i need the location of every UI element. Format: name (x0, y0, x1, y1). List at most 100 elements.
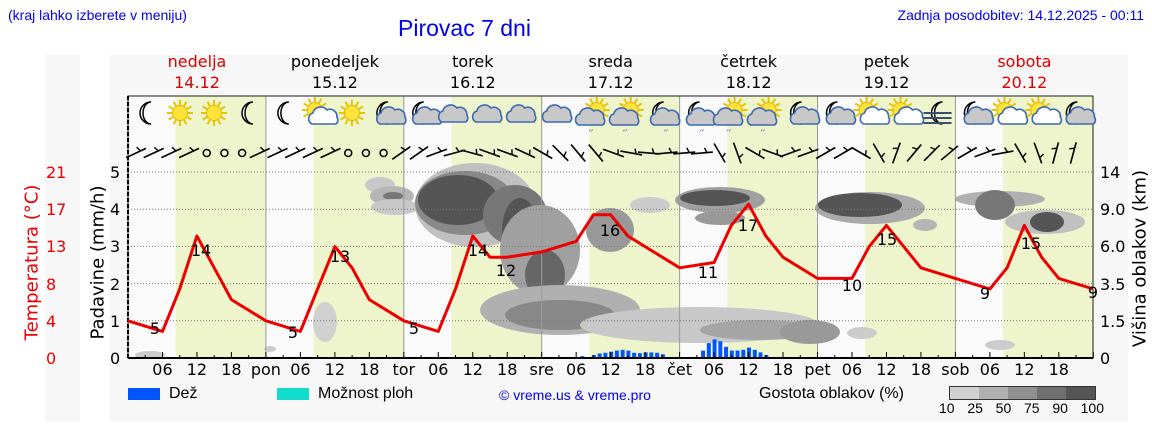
precip-tick: 3 (110, 237, 121, 257)
precip-bar (712, 339, 717, 358)
density-swatch (1008, 387, 1037, 399)
copyright-link[interactable]: © vreme.us & vreme.pro (499, 387, 651, 403)
rain-icon: ״ (663, 127, 669, 138)
region-hint-link[interactable]: (kraj lahko izberete v meniju) (8, 7, 187, 23)
temp-value-label: 15 (1021, 234, 1041, 253)
day-name-4: četrtek (720, 52, 778, 71)
wind-barb-icon (815, 146, 836, 160)
cloud-icon (375, 106, 407, 125)
x-tick: 06 (979, 360, 1001, 379)
wind-barb-icon (732, 142, 744, 164)
cloud-density-blob (371, 199, 419, 215)
cloud-icon (505, 104, 537, 123)
day-name-6: sobota (997, 52, 1052, 71)
density-swatch (1066, 387, 1095, 399)
cloud-icon (541, 104, 573, 123)
x-tick: 06 (290, 360, 311, 379)
cloud-density-blob (313, 302, 337, 342)
x-tick: 06 (841, 360, 863, 379)
precip-bar (632, 352, 637, 358)
legend-shower-label: Možnost ploh (318, 385, 414, 402)
temp-value-label: 9 (1088, 283, 1098, 302)
cloud-density-blob (975, 190, 1015, 220)
precip-tick: 2 (110, 274, 121, 294)
x-tick: 06 (703, 360, 725, 379)
day-date-5: 19.12 (863, 73, 910, 92)
wind-barb-icon (143, 146, 164, 159)
density-swatch (950, 387, 979, 399)
wind-barb-icon (125, 146, 147, 159)
precip-axis-label: Padavine (mm/h) (87, 185, 109, 340)
wind-barb-icon (443, 146, 466, 157)
wind-barb-icon (426, 146, 448, 158)
moon-cloud-icon (963, 101, 995, 125)
wind-barb-icon (1033, 142, 1045, 164)
sun-cloud-icon (301, 97, 339, 125)
cloud-density-ticks: 10 25 50 75 90 100 (939, 400, 1104, 416)
day-date-0: 14.12 (174, 73, 220, 92)
temp-value-label: 15 (877, 230, 897, 249)
precip-bar (752, 349, 757, 358)
wind-barb-icon (161, 146, 182, 159)
x-tick: 12 (324, 360, 346, 379)
moon-cloud-rain-icon: ״ (685, 101, 717, 138)
moon-cloud-icon (375, 101, 407, 125)
x-tick: 06 (152, 360, 173, 379)
temp-value-label: 9 (980, 284, 990, 303)
density-tick: 50 (995, 400, 1012, 416)
calm-wind-icon (379, 148, 388, 158)
precip-tick: 5 (110, 163, 121, 182)
cloud-icon (789, 106, 821, 125)
day-name-5: petek (863, 52, 910, 71)
density-tick: 100 (1080, 400, 1104, 416)
wind-barb-icon (851, 146, 872, 160)
precip-tick: 0 (110, 349, 121, 368)
wind-barb-icon (957, 146, 978, 160)
legend-rain-label: Dež (169, 385, 198, 402)
temp-value-label: 14 (191, 241, 211, 260)
wind-barb-icon (940, 145, 959, 161)
precip-bar (637, 353, 642, 358)
rain-icon: ״ (588, 127, 594, 138)
wind-barb-icon (762, 148, 784, 158)
wind-barb-icon (833, 146, 854, 160)
cloud-density-blob (680, 190, 750, 206)
wind-barb-icon (532, 146, 553, 160)
wind-barb-icon (620, 148, 643, 156)
temp-tick: 13 (46, 237, 67, 257)
wind-barb-icon (496, 148, 518, 158)
wind-barb-icon (690, 147, 713, 155)
cloud-density-label: Gostota oblakov (%) (759, 385, 904, 402)
cloud-density-blob (913, 219, 937, 231)
temp-axis-label: Temperatura (°C) (21, 184, 43, 341)
density-tick: 10 (939, 400, 955, 416)
last-update: Zadnja posodobitev: 14.12.2025 - 00:11 (897, 7, 1144, 23)
temp-value-label: 12 (496, 261, 516, 280)
sun-icon (338, 100, 365, 126)
wind-barb-icon (588, 144, 604, 162)
wind-barb-icon (320, 146, 341, 159)
temp-value-label: 13 (330, 247, 350, 266)
density-tick: 25 (967, 400, 983, 416)
cloud-height-tick: 14 (1100, 163, 1121, 182)
day-name-3: sreda (588, 52, 633, 71)
density-swatch (1037, 387, 1066, 399)
sun-icon (201, 100, 227, 126)
x-tick: 18 (634, 360, 656, 379)
x-tick: 06 (428, 360, 449, 379)
cloud-height-tick: 9.0 (1100, 200, 1126, 220)
temp-value-label: 5 (409, 319, 419, 338)
cloud-density-blob (695, 211, 745, 225)
wind-barb-icon (284, 146, 306, 159)
day-date-3: 17.12 (587, 73, 634, 92)
temp-axis-panel (45, 55, 80, 422)
sun-icon (167, 100, 193, 126)
x-tick: 06 (565, 360, 587, 379)
cloud-icon (541, 104, 573, 123)
moon-icon (241, 101, 254, 125)
wind-barb-icon (602, 148, 625, 158)
wind-barb-icon (302, 146, 324, 159)
x-tick: 12 (600, 360, 621, 379)
wind-barb-icon (249, 146, 271, 159)
cloud-density-blob (847, 327, 877, 339)
